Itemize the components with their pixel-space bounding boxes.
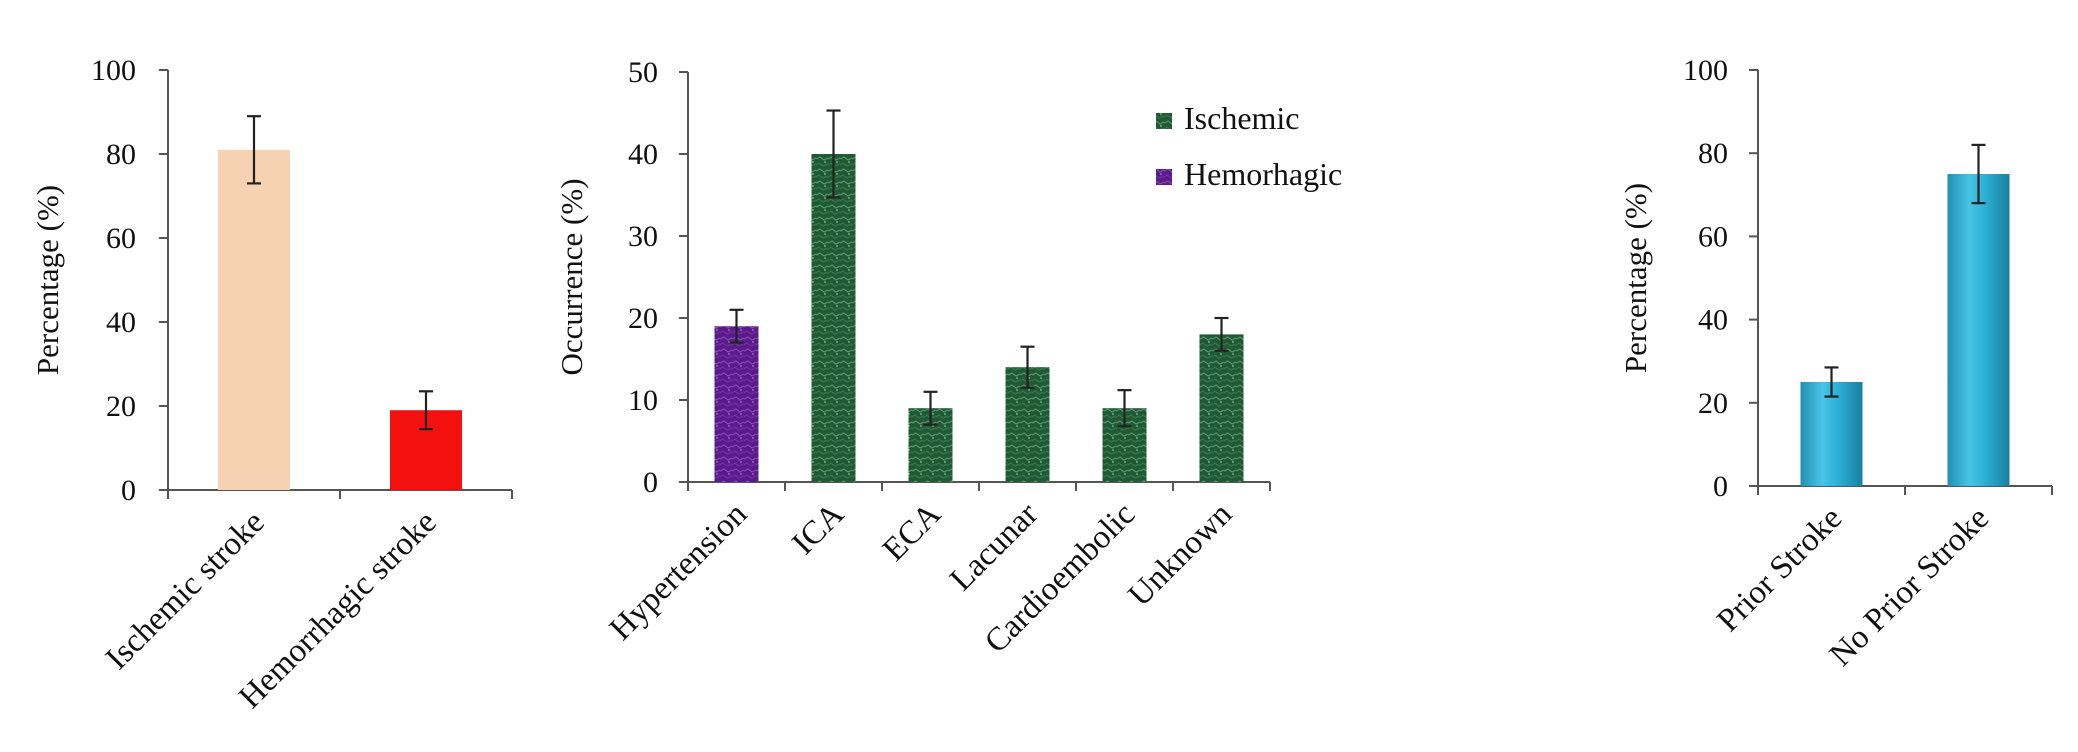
y-tick-label: 60 bbox=[1698, 220, 1728, 253]
y-tick-label: 0 bbox=[121, 474, 136, 507]
y-axis-title: Occurrence (%) bbox=[554, 178, 589, 375]
y-tick-label: 80 bbox=[1698, 137, 1728, 170]
y-tick-label: 40 bbox=[628, 138, 658, 171]
y-tick-label: 10 bbox=[628, 384, 658, 417]
y-tick-label: 20 bbox=[106, 390, 136, 423]
y-tick-label: 100 bbox=[91, 54, 136, 87]
x-category-label: Prior Stroke bbox=[1710, 500, 1849, 639]
bar-prior-stroke bbox=[1800, 382, 1863, 486]
y-axis-title: Percentage (%) bbox=[30, 185, 65, 375]
x-category-label: Ischemic stroke bbox=[99, 504, 272, 677]
y-tick-label: 100 bbox=[1683, 54, 1728, 87]
y-axis-title: Percentage (%) bbox=[1618, 183, 1653, 373]
y-tick-label: 0 bbox=[643, 466, 658, 499]
stroke-subtype-chart: 0 10 20 30 40 50 Occurrence (%) Hypertension ICA… bbox=[554, 56, 1342, 660]
y-tick-label: 60 bbox=[106, 222, 136, 255]
y-tick-label: 20 bbox=[628, 302, 658, 335]
bar-ica bbox=[811, 154, 856, 482]
bar-unknown bbox=[1199, 334, 1244, 482]
x-category-label: No Prior Stroke bbox=[1823, 500, 1996, 673]
x-category-label: ICA bbox=[786, 496, 852, 562]
legend-swatch-hemorhagic bbox=[1156, 169, 1172, 185]
prior-stroke-chart: 0 20 40 60 80 100 Percentage (%) Prior StrokeNo… bbox=[1618, 54, 2053, 673]
legend-label: Ischemic bbox=[1184, 100, 1300, 136]
y-tick-label: 50 bbox=[628, 56, 658, 89]
y-tick-label: 40 bbox=[1698, 304, 1728, 337]
y-tick-label: 20 bbox=[1698, 387, 1728, 420]
y-tick-label: 30 bbox=[628, 220, 658, 253]
bar-no-prior-stroke bbox=[1947, 174, 2010, 486]
x-category-label: ECA bbox=[876, 496, 948, 568]
legend-label: Hemorhagic bbox=[1184, 156, 1342, 192]
bar-ischemic-stroke bbox=[218, 149, 290, 491]
legend-swatch-ischemic bbox=[1156, 113, 1172, 129]
x-category-label: Hypertension bbox=[603, 496, 754, 647]
stroke-type-chart: 0 20 40 60 80 100 Percentage (%) Ischemic strok… bbox=[30, 54, 513, 716]
bar-hypertension bbox=[714, 326, 759, 482]
y-tick-label: 0 bbox=[1713, 470, 1728, 503]
x-category-label: Unknown bbox=[1122, 496, 1240, 614]
y-tick-label: 80 bbox=[106, 138, 136, 171]
y-tick-label: 40 bbox=[106, 306, 136, 339]
